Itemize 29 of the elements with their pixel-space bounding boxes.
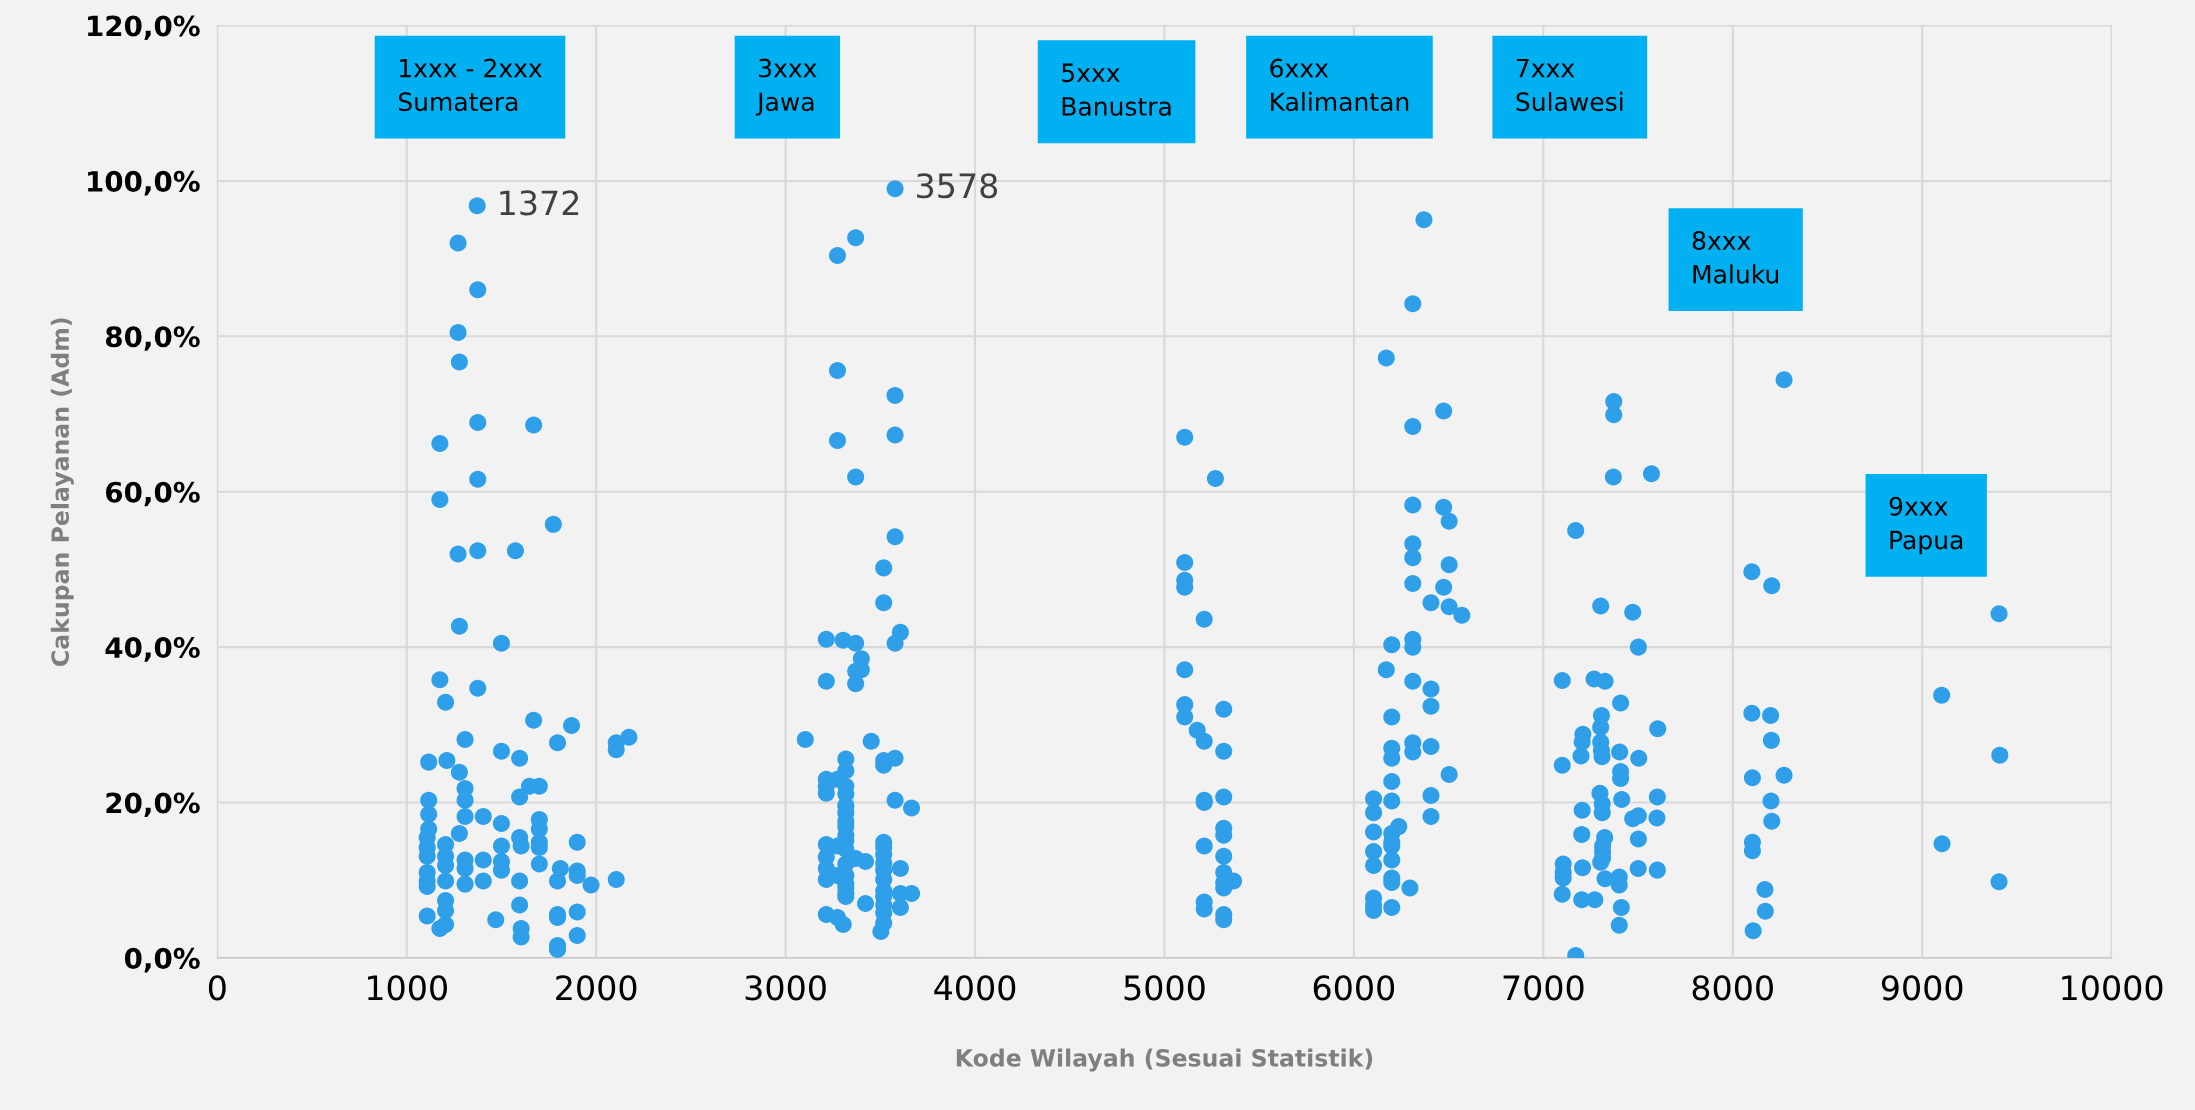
y-tick-label: 80,0%	[105, 326, 200, 351]
x-tick-label: 2000	[556, 975, 637, 1001]
annotation: 6xxx Kalimantan	[1270, 58, 1409, 112]
x-tick-label: 10000	[2062, 975, 2163, 1001]
x-tick-label: 7000	[1503, 975, 1584, 1001]
x-tick-label: 6000	[1313, 975, 1395, 1001]
annotation: 5xxx Banustra	[1062, 63, 1171, 116]
annotation: 7xxx Sulawesi	[1516, 58, 1623, 112]
x-axis-title: Kode Wilayah (Sesuai Statistik)	[956, 1048, 1373, 1072]
y-tick-label: 20,0%	[106, 792, 200, 818]
x-tick-label: 1000	[367, 975, 447, 1001]
annotation: 8xxx Maluku	[1692, 231, 1779, 284]
x-tick-label: 5000	[1124, 975, 1205, 1001]
annotation: 3xxx Jawa	[755, 58, 817, 116]
x-tick-label: 9000	[1881, 975, 1963, 1001]
y-tick-label: 40,0%	[105, 637, 200, 662]
y-tick-label: 120,0%	[88, 15, 200, 41]
x-tick-label: 0	[208, 975, 226, 1001]
x-tick-label: 4000	[934, 975, 1016, 1001]
x-tick-label: 3000	[745, 975, 826, 1001]
y-tick-label: 100,0%	[88, 170, 200, 196]
x-tick-label: 8000	[1692, 975, 1773, 1001]
annotation: 1xxx - 2xxx Sumatera	[398, 58, 542, 112]
y-axis-title: Cakupan Pelayanan (Adm)	[50, 318, 74, 666]
y-tick-label: 0,0%	[124, 947, 200, 973]
y-tick-label: 60,0%	[105, 481, 200, 507]
annotation: 1372	[500, 190, 579, 216]
annotation: 3578	[917, 173, 998, 199]
annotation: 9xxx Papua	[1889, 496, 1963, 555]
